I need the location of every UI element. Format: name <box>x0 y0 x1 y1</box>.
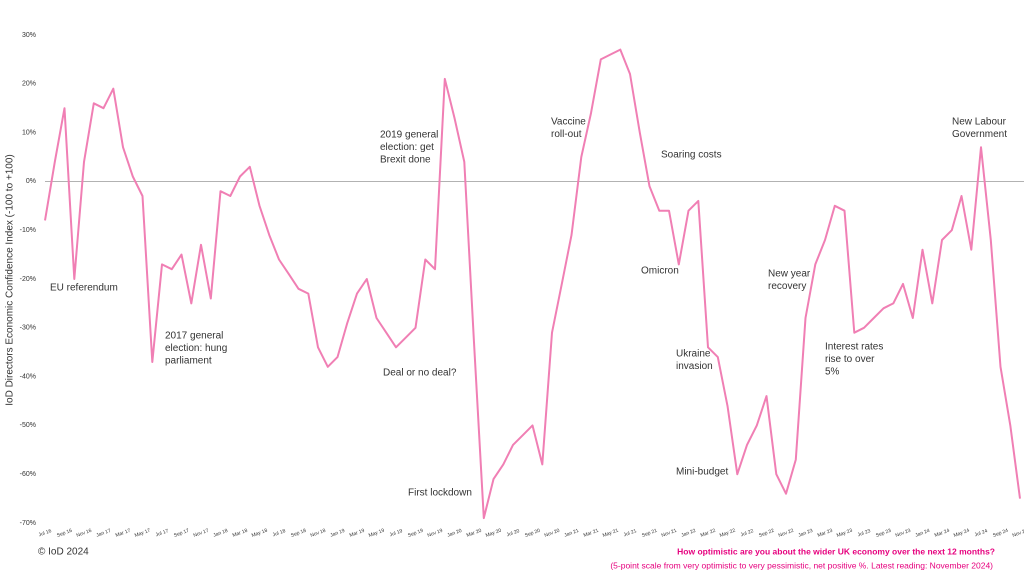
annotation: EU referendum <box>50 283 118 294</box>
x-tick-label: Jan 23 <box>798 528 814 539</box>
x-tick-label: Jan 20 <box>447 528 463 539</box>
annotation: recovery <box>768 281 806 292</box>
x-tick-label: Sep 20 <box>524 528 541 539</box>
y-tick-label: -70% <box>20 520 36 527</box>
y-tick-label: -30% <box>20 325 36 332</box>
y-tick-label: 0% <box>26 178 36 185</box>
x-tick-label: Jan 22 <box>681 528 697 539</box>
x-tick-label: Nov 18 <box>310 528 327 539</box>
copyright: © IoD 2024 <box>38 547 89 558</box>
x-tick-label: Sep 21 <box>641 528 658 539</box>
annotation: election: get <box>380 142 434 153</box>
x-tick-label: Jan 24 <box>915 528 931 539</box>
x-tick-label: Nov 17 <box>193 528 210 539</box>
annotation: rise to over <box>825 354 875 365</box>
x-tick-label: Nov 23 <box>895 528 912 539</box>
y-tick-label: -60% <box>20 471 36 478</box>
x-tick-label: Mar 24 <box>934 528 951 539</box>
x-tick-label: Sep 17 <box>173 528 190 539</box>
question: How optimistic are you about the wider U… <box>677 546 995 556</box>
x-tick-label: Mar 17 <box>115 528 132 539</box>
annotation: Interest rates <box>825 342 883 353</box>
annotation: Ukraine <box>676 349 711 360</box>
x-tick-label: May 23 <box>836 528 854 539</box>
annotation: 2019 general <box>380 130 438 141</box>
x-tick-label: Nov 19 <box>427 528 444 539</box>
x-tick-label: Mar 21 <box>583 528 600 539</box>
y-tick-label: -40% <box>20 373 36 380</box>
x-tick-label: Mar 23 <box>817 528 834 539</box>
data-line <box>44 48 1021 520</box>
x-tick-label: Jul 17 <box>155 528 170 538</box>
annotation: Deal or no deal? <box>383 368 457 379</box>
y-tick-label: -20% <box>20 276 36 283</box>
y-tick-label: 10% <box>22 129 36 136</box>
x-tick-label: Jul 24 <box>974 528 989 538</box>
annotation: Mini-budget <box>676 467 728 478</box>
x-tick-label: Mar 19 <box>349 528 366 539</box>
x-tick-label: Sep 16 <box>56 528 73 539</box>
x-tick-label: Sep 23 <box>875 528 892 539</box>
annotation: Brexit done <box>380 155 431 166</box>
annotation: invasion <box>676 361 713 372</box>
annotation: 5% <box>825 367 840 378</box>
annotation: 2017 general <box>165 331 223 342</box>
x-tick-label: Jul 21 <box>623 528 638 538</box>
x-tick-label: Jan 18 <box>213 528 229 539</box>
annotation: election: hung <box>165 343 227 354</box>
x-tick-label: Nov 20 <box>544 528 561 539</box>
annotation: Government <box>952 129 1007 140</box>
x-tick-label: Jul 23 <box>857 528 872 538</box>
y-tick-label: -10% <box>20 227 36 234</box>
x-tick-label: Jan 17 <box>96 528 112 539</box>
annotation: New year <box>768 269 811 280</box>
x-tick-label: Sep 24 <box>992 528 1009 539</box>
x-tick-label: Nov 24 <box>1012 528 1024 539</box>
y-tick-label: 30% <box>22 32 36 39</box>
x-tick-label: Jul 22 <box>740 528 755 538</box>
annotation: Vaccine <box>551 117 586 128</box>
annotation: Omicron <box>641 266 679 277</box>
x-tick-label: May 17 <box>134 528 152 539</box>
x-tick-label: Jan 19 <box>330 528 346 539</box>
x-tick-label: Mar 22 <box>700 528 717 539</box>
x-tick-label: May 18 <box>251 528 269 539</box>
x-tick-label: Nov 16 <box>76 528 93 539</box>
x-tick-label: Mar 20 <box>466 528 483 539</box>
x-tick-label: May 21 <box>602 528 620 539</box>
annotation: parliament <box>165 356 212 367</box>
x-tick-label: Jul 18 <box>272 528 287 538</box>
y-tick-label: 20% <box>22 81 36 88</box>
x-tick-label: Jan 21 <box>564 528 580 539</box>
x-tick-label: May 19 <box>368 528 386 539</box>
annotation: roll-out <box>551 129 582 140</box>
x-tick-label: May 22 <box>719 528 737 539</box>
x-tick-label: Sep 22 <box>758 528 775 539</box>
x-tick-label: Sep 19 <box>407 528 424 539</box>
x-tick-label: Nov 22 <box>778 528 795 539</box>
x-tick-label: May 20 <box>485 528 503 539</box>
x-tick-label: Sep 18 <box>290 528 307 539</box>
x-tick-label: Mar 18 <box>232 528 249 539</box>
annotation: New Labour <box>952 117 1007 128</box>
annotation: First lockdown <box>408 488 472 499</box>
y-axis-label: IoD Directors Economic Confidence Index … <box>5 154 16 406</box>
x-tick-label: Jul 16 <box>38 528 53 538</box>
annotation: Soaring costs <box>661 150 722 161</box>
x-tick-label: Jul 20 <box>506 528 521 538</box>
x-tick-label: Nov 21 <box>661 528 678 539</box>
x-tick-label: Jul 19 <box>389 528 404 538</box>
x-tick-label: May 24 <box>953 528 971 539</box>
y-tick-label: -50% <box>20 422 36 429</box>
note: (5-point scale from very optimistic to v… <box>610 560 993 570</box>
